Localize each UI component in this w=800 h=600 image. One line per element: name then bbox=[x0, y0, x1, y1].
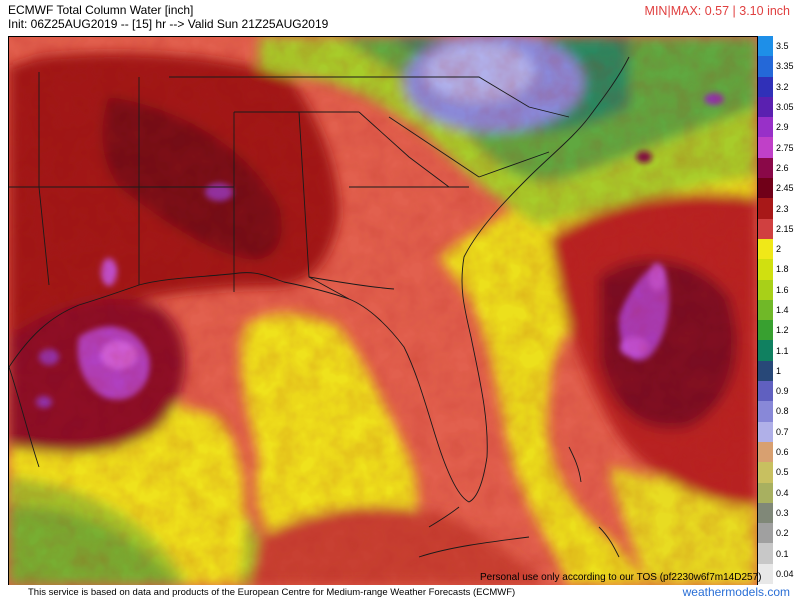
colorbar-label: 2.15 bbox=[776, 223, 794, 234]
footer-bar bbox=[0, 585, 800, 600]
colorbar-label: 3.05 bbox=[776, 102, 794, 113]
colorbar-segment bbox=[758, 360, 773, 382]
chart-title: ECMWF Total Column Water [inch] bbox=[8, 3, 194, 17]
colorbar-label: 1.2 bbox=[776, 325, 789, 336]
colorbar-segment bbox=[758, 543, 773, 565]
colorbar-label: 3.5 bbox=[776, 41, 789, 52]
colorbar-label: 0.7 bbox=[776, 426, 789, 437]
colorbar-label: 1.1 bbox=[776, 345, 789, 356]
colorbar-label: 0.4 bbox=[776, 487, 789, 498]
colorbar bbox=[757, 36, 773, 585]
colorbar-segment bbox=[758, 137, 773, 159]
colorbar-segment bbox=[758, 381, 773, 402]
colorbar-segment bbox=[758, 482, 773, 504]
colorbar-label: 2.75 bbox=[776, 142, 794, 153]
colorbar-segment bbox=[758, 502, 773, 524]
colorbar-segment bbox=[758, 117, 773, 138]
colorbar-label: 2.45 bbox=[776, 183, 794, 194]
colorbar-label: 3.35 bbox=[776, 61, 794, 72]
colorbar-segment bbox=[758, 178, 773, 199]
colorbar-segment bbox=[758, 421, 773, 443]
colorbar-label: 1.8 bbox=[776, 264, 789, 275]
boundaries bbox=[9, 56, 630, 558]
colorbar-segment bbox=[758, 259, 773, 281]
colorbar-label: 3.2 bbox=[776, 81, 789, 92]
colorbar-segment bbox=[758, 279, 773, 301]
colorbar-segment bbox=[758, 238, 773, 260]
map-svg bbox=[9, 37, 757, 585]
colorbar-segment bbox=[758, 157, 773, 179]
colorbar-segment bbox=[758, 401, 773, 423]
colorbar-label: 1.4 bbox=[776, 305, 789, 315]
colorbar-segment bbox=[758, 96, 773, 118]
colorbar-label: 1.6 bbox=[776, 284, 789, 295]
colorbar-label: 0.1 bbox=[776, 548, 789, 559]
ecmwf-attribution: This service is based on data and produc… bbox=[28, 587, 516, 598]
colorbar-label: 0.6 bbox=[776, 447, 789, 458]
colorbar-segment bbox=[758, 198, 773, 220]
colorbar-segment bbox=[758, 218, 773, 240]
colorbar-label: 2.3 bbox=[776, 203, 789, 214]
colorbar-label: 0.04 bbox=[776, 568, 794, 579]
colorbar-segment bbox=[758, 36, 773, 57]
colorbar-label: 2.9 bbox=[776, 122, 789, 133]
colorbar-segment bbox=[758, 340, 773, 362]
colorbar-segment bbox=[758, 56, 773, 78]
colorbar-label: 0.3 bbox=[776, 507, 789, 518]
colorbar-segment bbox=[758, 76, 773, 98]
colorbar-segment bbox=[758, 299, 773, 321]
colorbar-segment bbox=[758, 441, 773, 463]
colorbar-segment bbox=[758, 563, 773, 585]
colorbar-segment bbox=[758, 320, 773, 341]
colorbar-segment bbox=[758, 523, 773, 544]
colorbar-label: 0.9 bbox=[776, 386, 789, 397]
colorbar-label: 1 bbox=[776, 365, 782, 376]
init-valid-time: Init: 06Z25AUG2019 -- [15] hr --> Valid … bbox=[8, 17, 329, 31]
colorbar-label: 0.8 bbox=[776, 406, 789, 417]
colorbar-label: 0.5 bbox=[776, 467, 789, 478]
min-max-readout: MIN|MAX: 0.57 | 3.10 inch bbox=[644, 4, 790, 18]
personal-use-notice: Personal use only according to our TOS (… bbox=[480, 572, 762, 583]
brand-link[interactable]: weathermodels.com bbox=[682, 585, 790, 599]
colorbar-segment bbox=[758, 462, 773, 483]
weather-map[interactable] bbox=[8, 36, 758, 586]
colorbar-label: 2.6 bbox=[776, 162, 789, 173]
colorbar-label: 2 bbox=[776, 244, 782, 255]
field-texture bbox=[9, 37, 757, 585]
colorbar-label: 0.2 bbox=[776, 528, 789, 539]
